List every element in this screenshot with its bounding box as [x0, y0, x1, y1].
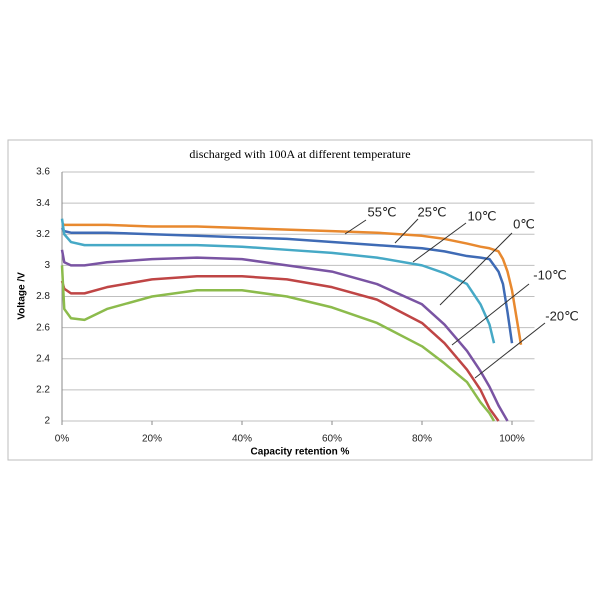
- y-tick-label: 3.2: [36, 229, 50, 240]
- y-tick-label: 2.8: [36, 291, 50, 302]
- series-line: [61, 222, 523, 345]
- y-tick-label: 3.4: [36, 198, 50, 209]
- chart-title: discharged with 100A at different temper…: [189, 147, 410, 161]
- series-label: -10℃: [533, 267, 566, 282]
- series-line: [60, 249, 509, 422]
- y-tick-label: 2.6: [36, 322, 50, 333]
- y-tick-label: 2: [44, 416, 50, 427]
- series-label: 55℃: [367, 204, 396, 219]
- x-tick-label: 80%: [412, 434, 432, 445]
- y-tick-label: 3: [44, 260, 50, 271]
- y-tick-label: 2.2: [36, 385, 50, 396]
- series-label: 10℃: [467, 208, 496, 223]
- series-label: 25℃: [417, 204, 446, 219]
- x-tick-label: 60%: [322, 434, 342, 445]
- series-line: [60, 218, 496, 344]
- annotation-leader: [344, 219, 367, 235]
- annotation-leader: [439, 232, 513, 306]
- y-axis-title: Voltage /V: [17, 272, 28, 320]
- series-line: [60, 275, 500, 422]
- x-tick-label: 0%: [55, 434, 70, 445]
- y-tick-label: 2.4: [36, 353, 50, 364]
- x-tick-label: 40%: [232, 434, 252, 445]
- annotation-leader: [412, 222, 467, 263]
- annotation-leader: [474, 322, 546, 379]
- x-tick-label: 100%: [499, 434, 525, 445]
- y-tick-label: 3.6: [36, 167, 50, 178]
- annotation-leader: [451, 283, 530, 346]
- x-axis-title: Capacity retention %: [251, 447, 350, 458]
- annotation-leader: [394, 218, 419, 244]
- x-tick-label: 20%: [142, 434, 162, 445]
- series-line: [60, 227, 514, 344]
- series-label: -20℃: [545, 308, 578, 323]
- series-label: 0℃: [513, 216, 535, 231]
- series-line: [60, 265, 496, 422]
